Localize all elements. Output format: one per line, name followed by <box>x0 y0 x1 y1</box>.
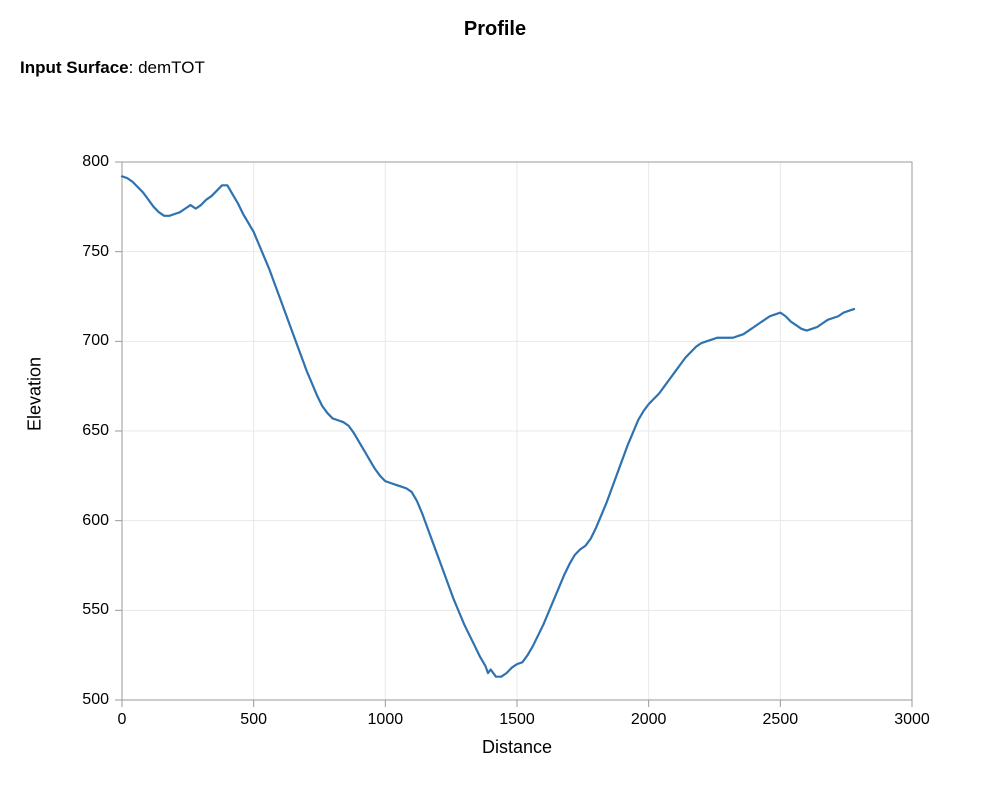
chart-title: Profile <box>0 18 990 41</box>
y-axis-label: Elevation <box>25 357 46 431</box>
y-tick-label: 750 <box>59 243 109 261</box>
y-tick-label: 800 <box>59 153 109 171</box>
x-tick-label: 3000 <box>894 711 930 729</box>
y-tick-label: 700 <box>59 332 109 350</box>
subtitle-label: Input Surface <box>20 58 129 77</box>
x-tick-label: 1000 <box>368 711 404 729</box>
subtitle-value: : demTOT <box>129 58 205 77</box>
y-tick-label: 500 <box>59 691 109 709</box>
profile-plot <box>102 142 932 720</box>
x-tick-label: 0 <box>118 711 127 729</box>
x-tick-label: 500 <box>240 711 267 729</box>
page-root: Profile Input Surface: demTOT Distance E… <box>0 0 990 785</box>
x-tick-label: 1500 <box>499 711 535 729</box>
chart-subtitle: Input Surface: demTOT <box>20 58 205 78</box>
y-tick-label: 600 <box>59 512 109 530</box>
y-tick-label: 550 <box>59 601 109 619</box>
x-tick-label: 2000 <box>631 711 667 729</box>
x-axis-label: Distance <box>482 737 552 758</box>
x-tick-label: 2500 <box>763 711 799 729</box>
y-tick-label: 650 <box>59 422 109 440</box>
